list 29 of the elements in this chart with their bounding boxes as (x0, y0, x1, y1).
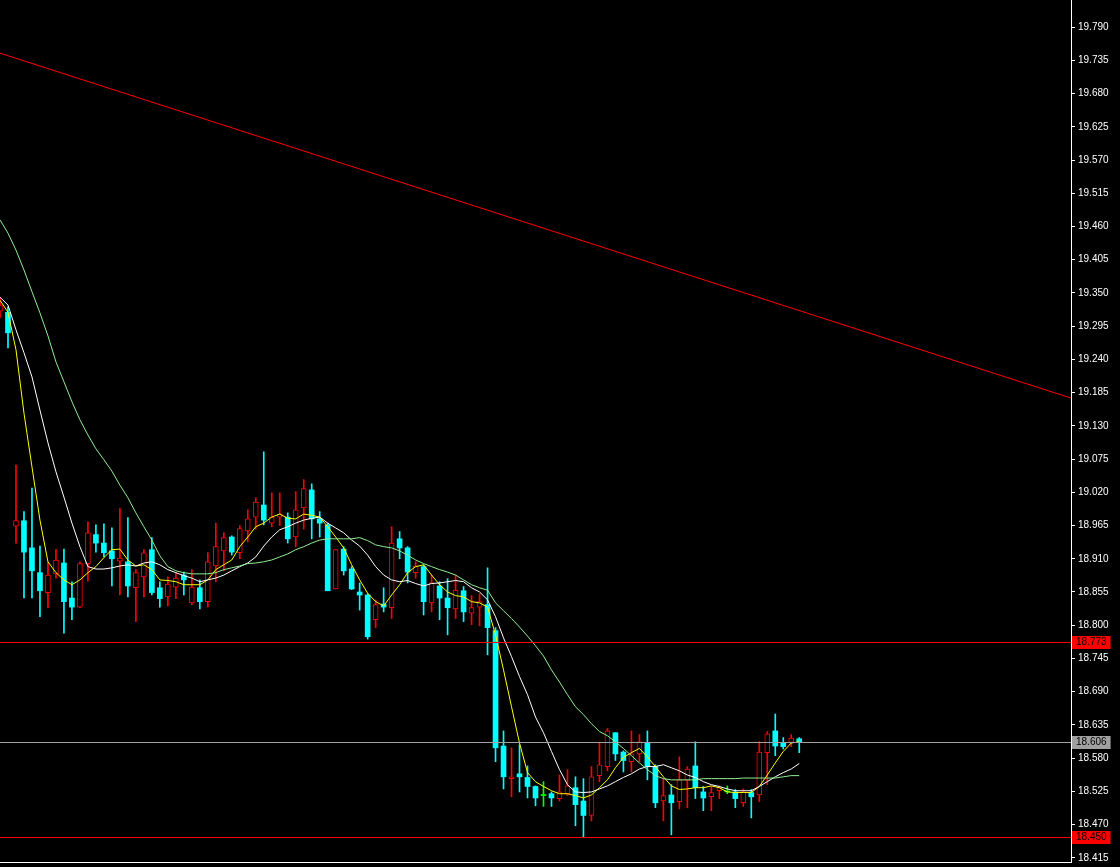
y-tick-label: 19.515 (1078, 187, 1110, 199)
y-tick-label: 18.800 (1078, 618, 1110, 630)
y-tick-label: 19.570 (1078, 153, 1110, 165)
y-tick-label: 19.790 (1078, 20, 1110, 32)
y-tick-label: 18.965 (1078, 519, 1110, 531)
y-tick-label: 18.415 (1078, 851, 1110, 863)
y-tick-label: 19.460 (1078, 220, 1110, 232)
y-tick-label: 18.690 (1078, 685, 1110, 697)
y-tick-label: 19.240 (1078, 353, 1110, 365)
y-tick-label: 19.295 (1078, 319, 1110, 331)
y-tick-label: 18.580 (1078, 751, 1110, 763)
y-tick-label: 19.020 (1078, 486, 1110, 498)
ref-line-label: 18.606 (1076, 736, 1108, 748)
y-tick-label: 18.635 (1078, 718, 1110, 730)
y-tick-label: 19.130 (1078, 419, 1110, 431)
ref-line-label: 18.773 (1076, 636, 1108, 648)
y-tick-label: 19.075 (1078, 452, 1110, 464)
y-tick-label: 18.470 (1078, 818, 1110, 830)
y-tick-label: 19.405 (1078, 253, 1110, 265)
y-tick-label: 18.910 (1078, 552, 1110, 564)
y-tick-label: 19.680 (1078, 87, 1110, 99)
ref-line-label: 18.450 (1076, 831, 1108, 843)
y-tick-label: 18.855 (1078, 585, 1110, 597)
y-tick-label: 19.185 (1078, 386, 1110, 398)
y-tick-label: 19.625 (1078, 120, 1110, 132)
y-tick-label: 18.525 (1078, 785, 1110, 797)
y-tick-label: 19.735 (1078, 54, 1110, 66)
y-tick-label: 19.350 (1078, 286, 1110, 298)
y-tick-label: 18.745 (1078, 652, 1110, 664)
